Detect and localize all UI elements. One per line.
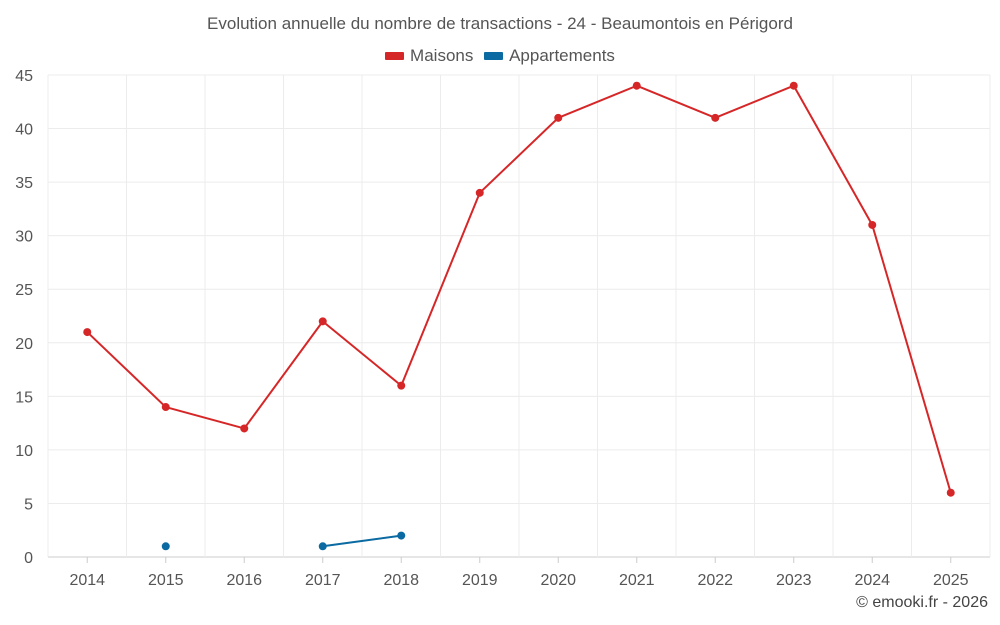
data-point-maisons — [161, 403, 170, 412]
x-tick-label: 2015 — [148, 572, 184, 589]
data-point-maisons — [632, 81, 641, 90]
data-point-maisons — [318, 317, 327, 326]
legend: Maisons Appartements — [0, 45, 1000, 66]
series-line-maisons — [86, 84, 952, 494]
legend-item-maisons[interactable]: Maisons — [385, 46, 473, 66]
y-tick-label: 35 — [15, 175, 33, 192]
data-point-maisons — [554, 113, 563, 122]
legend-label-maisons: Maisons — [410, 46, 474, 65]
credit-text: © emooki.fr - 2026 — [856, 594, 988, 611]
x-tick-label: 2014 — [69, 572, 105, 589]
x-tick-label: 2025 — [933, 572, 969, 589]
legend-item-appartements[interactable]: Appartements — [484, 46, 615, 66]
x-tick-label: 2016 — [226, 572, 262, 589]
data-point-maisons — [240, 424, 249, 433]
data-point-maisons — [946, 488, 955, 497]
y-tick-label: 30 — [15, 229, 33, 246]
y-tick-label: 20 — [15, 336, 33, 353]
y-tick-label: 15 — [15, 389, 33, 406]
data-point-appartements — [161, 542, 170, 551]
data-point-maisons — [789, 81, 798, 90]
x-tick-label: 2019 — [462, 572, 498, 589]
y-tick-label: 10 — [15, 443, 33, 460]
x-tick-label: 2021 — [619, 572, 655, 589]
y-tick-label: 5 — [24, 496, 33, 513]
y-tick-label: 0 — [24, 550, 33, 567]
data-point-maisons — [711, 113, 720, 122]
data-point-appartements — [318, 542, 327, 551]
x-tick-label: 2020 — [540, 572, 576, 589]
y-tick-label: 45 — [15, 68, 33, 85]
x-tick-label: 2017 — [305, 572, 341, 589]
chart-title: Evolution annuelle du nombre de transact… — [207, 14, 793, 33]
legend-swatch-maisons — [385, 52, 405, 60]
data-point-maisons — [475, 188, 484, 197]
x-tick-label: 2018 — [383, 572, 419, 589]
y-tick-label: 25 — [15, 282, 33, 299]
x-tick-label: 2023 — [776, 572, 812, 589]
y-tick-label: 40 — [15, 122, 33, 139]
x-tick-label: 2022 — [697, 572, 733, 589]
legend-swatch-appartements — [484, 52, 504, 60]
series-line-appartements — [322, 534, 402, 548]
x-tick-label: 2024 — [854, 572, 890, 589]
data-point-maisons — [397, 381, 406, 390]
data-point-maisons — [83, 328, 92, 337]
legend-label-appartements: Appartements — [509, 46, 615, 65]
data-point-maisons — [868, 220, 877, 229]
data-point-appartements — [397, 531, 406, 540]
